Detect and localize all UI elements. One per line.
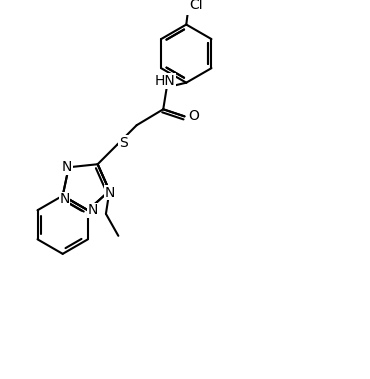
Text: N: N [88, 203, 98, 217]
Text: N: N [62, 160, 72, 174]
Text: S: S [119, 136, 128, 150]
Text: N: N [104, 186, 115, 200]
Text: O: O [188, 110, 199, 124]
Text: HN: HN [155, 74, 175, 88]
Text: Cl: Cl [189, 0, 203, 12]
Text: N: N [59, 192, 70, 206]
